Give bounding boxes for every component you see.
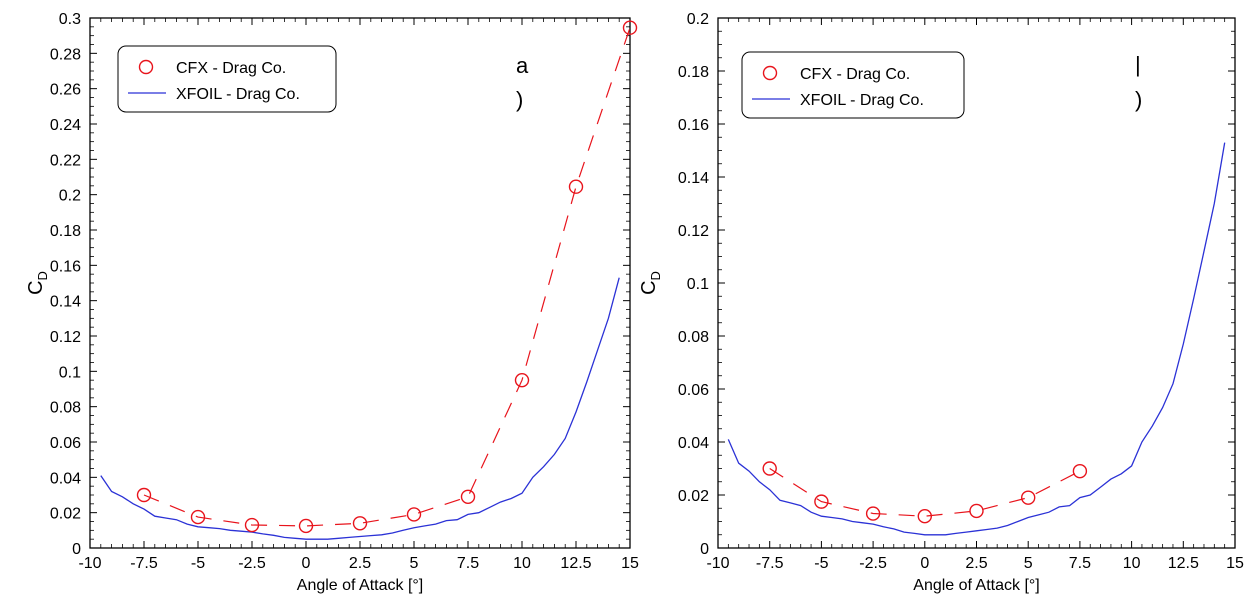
- data-point-cfx: [406, 507, 422, 522]
- y-tick-label: 0.04: [678, 435, 709, 452]
- x-tick-label: 5: [410, 555, 419, 572]
- y-tick-label: 0.08: [50, 400, 81, 417]
- y-tick-label: 0.14: [50, 294, 81, 311]
- series-line-cfx: [769, 467, 1081, 517]
- panel-mark: |: [1135, 52, 1141, 77]
- data-point-cfx: [1072, 463, 1088, 479]
- x-tick-label: 12.5: [560, 555, 591, 572]
- legend-marker-cfx: [762, 65, 778, 81]
- y-tick-label: 0.1: [59, 364, 81, 381]
- data-point-cfx: [762, 461, 777, 476]
- data-point-cfx: [865, 506, 881, 521]
- chart-panel-1: -10 -7.5 -5 -2.5 0 2.5 5 7.5 10 12.5 15 0 0.02 0.04 0.…: [25, 11, 639, 594]
- y-tick-label: 0.1: [687, 276, 709, 293]
- y-axis-title-main: C: [638, 280, 660, 294]
- panel-mark: a: [516, 53, 529, 78]
- panel-mark: ): [516, 87, 523, 112]
- x-tick-label: 0: [302, 555, 311, 572]
- plot-area: [100, 27, 630, 540]
- legend-box: [117, 45, 337, 113]
- y-tick-label: 0.12: [50, 329, 81, 346]
- x-tick-label: 2.5: [349, 555, 371, 572]
- y-tick-label: 0.16: [678, 117, 709, 134]
- y-tick-label: 0.06: [50, 435, 81, 452]
- data-point-cfx: [814, 494, 829, 509]
- legend-box: [741, 51, 965, 119]
- data-point-cfx: [917, 509, 932, 524]
- y-tick-label: 0: [700, 541, 709, 558]
- x-tick-label: -10: [78, 555, 101, 572]
- x-axis-title: Angle of Attack [°]: [297, 577, 423, 594]
- series-line-xfoil: [100, 277, 620, 540]
- x-tick-label: -2.5: [859, 555, 887, 572]
- plot-area: [727, 142, 1226, 536]
- y-tick-label: 0.18: [50, 223, 81, 240]
- data-point-cfx: [298, 518, 314, 534]
- legend-label: CFX - Drag Co.: [800, 66, 910, 83]
- y-tick-label: 0.12: [678, 223, 709, 240]
- x-tick-label: -5: [814, 555, 828, 572]
- x-tick-label: 2.5: [965, 555, 987, 572]
- data-point-cfx: [514, 372, 530, 388]
- y-tick-label: 0.28: [50, 46, 81, 63]
- panel-mark: ): [1135, 87, 1142, 112]
- y-axis-title: CD: [25, 271, 50, 295]
- y-tick-label: 0.08: [678, 329, 709, 346]
- x-tick-label: 10: [1123, 555, 1141, 572]
- y-tick-label: 0.02: [50, 506, 81, 523]
- data-point-cfx: [1020, 490, 1036, 505]
- data-point-cfx: [622, 20, 638, 35]
- x-tick-label: 7.5: [457, 555, 479, 572]
- y-axis-title-main: C: [25, 280, 47, 294]
- legend-label: CFX - Drag Co.: [176, 60, 286, 77]
- y-tick-label: 0.3: [59, 11, 81, 28]
- series-line-cfx: [143, 27, 630, 527]
- y-axis-title-subscript: D: [35, 271, 50, 280]
- data-point-cfx: [136, 487, 152, 503]
- y-tick-label: 0.18: [678, 64, 709, 81]
- x-tick-label: -10: [706, 555, 729, 572]
- x-tick-label: 7.5: [1069, 555, 1091, 572]
- x-tick-label: 15: [1226, 555, 1244, 572]
- y-tick-label: 0.14: [678, 170, 709, 187]
- x-tick-label: 5: [1024, 555, 1033, 572]
- x-tick-label: 10: [513, 555, 531, 572]
- y-tick-label: 0.06: [678, 382, 709, 399]
- y-tick-label: 0.04: [50, 470, 81, 487]
- data-point-cfx: [244, 517, 260, 533]
- x-tick-label: 12.5: [1168, 555, 1199, 572]
- data-point-cfx: [460, 489, 476, 504]
- y-tick-label: 0.2: [59, 188, 81, 205]
- data-point-cfx: [969, 503, 984, 519]
- y-tick-label: 0.02: [678, 488, 709, 505]
- y-tick-label: 0.24: [50, 117, 81, 134]
- x-axis-title: Angle of Attack [°]: [913, 577, 1039, 594]
- legend-label: XFOIL - Drag Co.: [800, 92, 924, 109]
- series-line-xfoil: [727, 142, 1226, 536]
- x-tick-label: -2.5: [238, 555, 266, 572]
- y-tick-label: 0.22: [50, 152, 81, 169]
- y-axis-title: CD: [638, 271, 663, 295]
- data-point-cfx: [190, 509, 206, 525]
- y-axis-title-subscript: D: [648, 271, 663, 280]
- x-tick-label: -7.5: [756, 555, 784, 572]
- data-point-cfx: [352, 516, 368, 531]
- y-tick-label: 0.26: [50, 82, 81, 99]
- x-tick-label: 15: [621, 555, 639, 572]
- x-tick-label: -7.5: [130, 555, 158, 572]
- data-point-cfx: [568, 179, 584, 194]
- y-tick-label: 0: [72, 541, 81, 558]
- x-tick-label: 0: [920, 555, 929, 572]
- y-tick-label: 0.16: [50, 258, 81, 275]
- chart-panel-2: -10 -7.5 -5 -2.5 0 2.5 5 7.5 10 12.5 15 0 0.02 0.04 0.…: [638, 11, 1244, 594]
- y-tick-label: 0.2: [687, 11, 709, 28]
- legend-marker-cfx: [138, 59, 154, 75]
- x-tick-label: -5: [191, 555, 205, 572]
- legend-label: XFOIL - Drag Co.: [176, 86, 300, 103]
